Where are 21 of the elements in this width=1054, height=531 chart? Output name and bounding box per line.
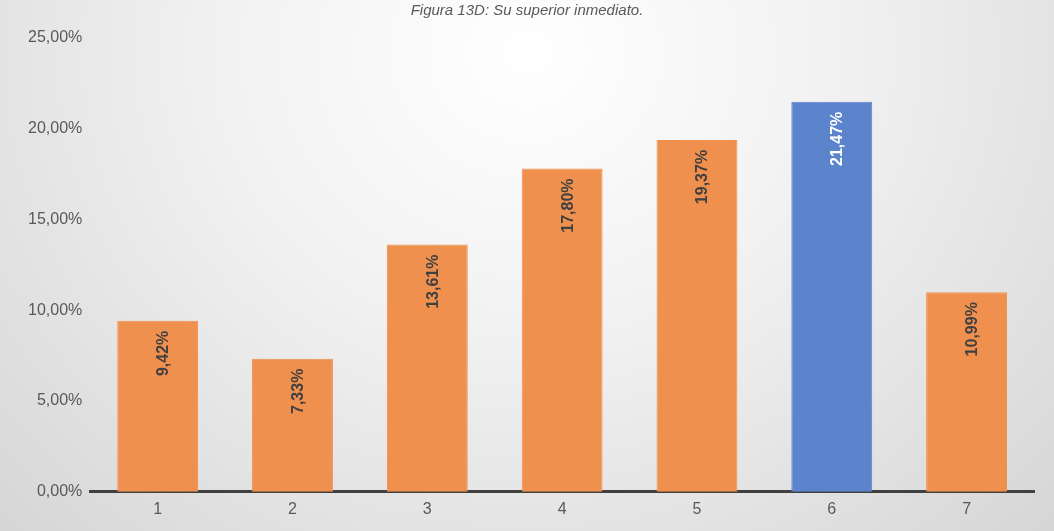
- data-label: 7,33%: [288, 368, 306, 414]
- y-tick-label: 5,00%: [36, 391, 83, 409]
- data-label: 10,99%: [963, 302, 980, 357]
- x-tick-label: 1: [153, 499, 163, 517]
- data-label: 19,37%: [693, 149, 711, 205]
- x-tick-label: 2: [288, 499, 298, 517]
- x-tick-label: 6: [827, 499, 837, 517]
- data-label: 21,47%: [828, 111, 846, 166]
- y-tick-label: 10,00%: [28, 300, 83, 318]
- data-label: 17,80%: [558, 178, 576, 233]
- y-tick-label: 15,00%: [28, 209, 83, 227]
- x-tick-label: 7: [962, 499, 972, 517]
- y-tick-label: 25,00%: [28, 28, 83, 46]
- y-tick-label: 20,00%: [28, 118, 83, 136]
- data-label: 9,42%: [154, 330, 172, 377]
- x-tick-label: 3: [422, 499, 432, 517]
- x-tick-label: 4: [557, 499, 567, 517]
- chart-title: Figura 13D: Su superior inmediato.: [409, 0, 645, 20]
- x-tick-label: 5: [692, 499, 702, 517]
- y-tick-label: 0,00%: [36, 482, 83, 500]
- data-label: 13,61%: [423, 254, 441, 309]
